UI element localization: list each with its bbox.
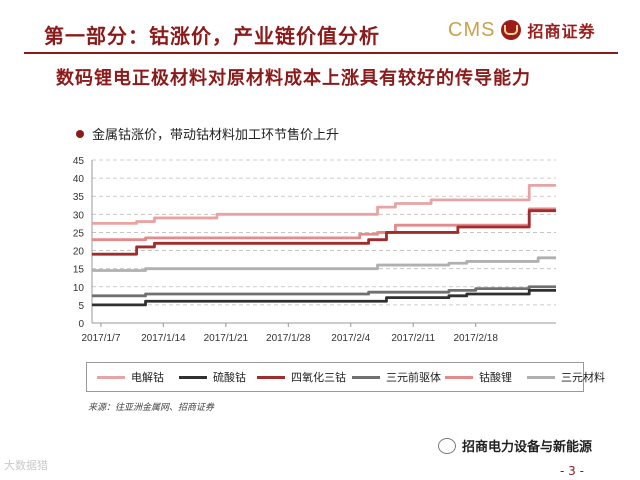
logo-cms-text: CMS <box>448 18 496 41</box>
wechat-icon <box>438 437 456 454</box>
watermark: 大数据猎 <box>4 459 48 472</box>
y-tick-label: 5 <box>78 301 84 312</box>
x-tick-label: 2017/2/11 <box>391 333 435 344</box>
logo-company-name: 招商证券 <box>527 22 596 41</box>
series-line <box>92 209 556 256</box>
wechat-account-name: 招商电力设备与新能源 <box>462 440 593 455</box>
wechat-account: 招商电力设备与新能源 <box>438 436 592 455</box>
y-tick-label: 40 <box>73 174 85 185</box>
series-line <box>92 256 556 272</box>
y-tick-label: 25 <box>73 228 85 239</box>
legend-swatch <box>352 375 380 379</box>
cms-logo: CMS 招商证券 <box>448 18 595 42</box>
series-line <box>92 289 556 307</box>
source-note: 来源：往亚洲金属网、招商证券 <box>88 403 215 413</box>
legend-label: 四氧化三钴 <box>291 371 346 384</box>
legend-item: 四氧化三钴 <box>257 363 346 391</box>
y-tick-label: 45 <box>73 156 85 167</box>
slide-title: 第一部分：钴涨价，产业链价值分析 <box>44 24 380 48</box>
legend-label: 钴酸锂 <box>479 371 512 384</box>
legend-item: 电解钴 <box>97 363 164 391</box>
legend-label: 三元材料 <box>561 371 605 384</box>
legend-item: 硫酸钴 <box>179 363 246 391</box>
x-tick-label: 2017/1/7 <box>81 333 120 344</box>
chart-legend: 电解钴 硫酸钴 四氧化三钴 三元前驱体 钴酸锂 三元材料 <box>86 362 605 392</box>
legend-item: 三元前驱体 <box>352 363 441 391</box>
y-tick-label: 35 <box>73 192 85 203</box>
page-number: - 3 - <box>560 464 584 478</box>
y-tick-label: 20 <box>73 247 85 258</box>
series-line <box>92 285 556 298</box>
series-line <box>92 207 556 242</box>
legend-label: 硫酸钴 <box>213 371 246 384</box>
x-tick-label: 2017/1/21 <box>204 333 249 344</box>
legend-swatch <box>257 375 285 379</box>
y-tick-label: 10 <box>73 283 85 294</box>
legend-swatch <box>445 375 473 379</box>
legend-item: 三元材料 <box>527 363 605 391</box>
bullet-icon <box>76 130 84 138</box>
legend-swatch <box>179 375 207 379</box>
x-tick-label: 2017/1/28 <box>266 333 311 344</box>
y-tick-label: 15 <box>73 265 85 276</box>
slide-subtitle: 数码锂电正极材料对原材料成本上涨具有较好的传导能力 <box>56 68 531 89</box>
series-line <box>92 183 556 225</box>
legend-item: 钴酸锂 <box>445 363 512 391</box>
header-divider <box>24 52 618 54</box>
logo-emblem-icon <box>501 20 522 40</box>
legend-label: 三元前驱体 <box>386 371 441 384</box>
x-tick-label: 2017/2/18 <box>453 333 498 344</box>
y-tick-label: 0 <box>78 319 84 330</box>
legend-label: 电解钴 <box>131 371 164 384</box>
x-tick-label: 2017/1/14 <box>141 333 186 344</box>
legend-swatch <box>527 375 555 379</box>
legend-swatch <box>97 375 125 379</box>
y-tick-label: 30 <box>73 210 85 221</box>
x-tick-label: 2017/2/4 <box>331 333 370 344</box>
chart-note: 金属钴涨价，带动钴材料加工环节售价上升 <box>92 128 340 143</box>
